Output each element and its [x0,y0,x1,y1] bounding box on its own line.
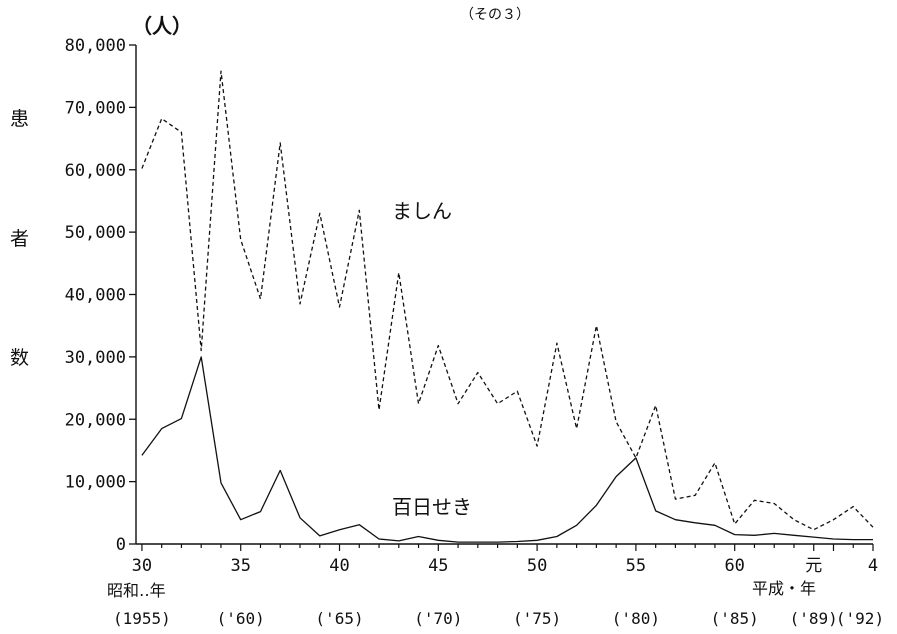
x-year-label: ('65) [315,609,363,628]
y-ticks: 0 10,000 20,000 30,000 40,000 50,000 60,000 70,… [65,36,136,555]
y-tick-label: 70,000 [65,98,126,118]
series-label-measles: ましん [392,199,452,223]
y-tick-label: 10,000 [65,473,126,493]
x-tick-label: 元 [805,556,822,576]
y-tick-label: 40,000 [65,286,126,306]
x-tick-label: 35 [230,556,250,576]
y-tick-label: 20,000 [65,410,126,430]
x-year-label: ('92) [836,609,884,628]
era-label-showa: 昭和‥年 [107,581,166,600]
y-tick-label: 60,000 [65,161,126,181]
x-year-label: ('75) [513,609,561,628]
x-tick-label: 4 [868,556,878,576]
y-tick-label: 80,000 [65,36,126,56]
x-ticks: 30 35 40 45 50 55 60 元 4 (1955) ('60) ('65) ('70) ('7… [113,544,884,628]
x-tick-label: 60 [724,556,744,576]
y-tick-label: 0 [116,535,126,555]
x-year-label: ('60) [217,609,265,628]
x-year-label: ('85) [711,609,759,628]
era-label-heisei: 平成・年 [752,579,816,598]
y-tick-label: 50,000 [65,223,126,243]
ylabel-char-2: 者 [10,228,29,250]
x-tick-label: 40 [329,556,349,576]
series-label-pertussis: 百日せき [392,495,472,519]
x-tick-label: 50 [527,556,547,576]
series-layer [141,70,874,543]
series-line-pertussis [141,356,873,543]
x-year-label: ('89) [790,609,838,628]
x-year-label: (1955) [113,609,171,628]
chart-subtitle: （その３） [460,7,530,23]
ylabel-char-1: 患 [10,108,29,130]
unit-label: （人） [132,14,192,38]
x-tick-label: 30 [132,556,152,576]
x-tick-label: 55 [626,556,646,576]
series-line-measles [141,70,874,531]
x-year-label: ('70) [414,609,462,628]
x-year-label: ('80) [612,609,660,628]
x-tick-label: 45 [428,556,448,576]
ylabel-char-3: 数 [10,347,29,369]
y-tick-label: 30,000 [65,348,126,368]
